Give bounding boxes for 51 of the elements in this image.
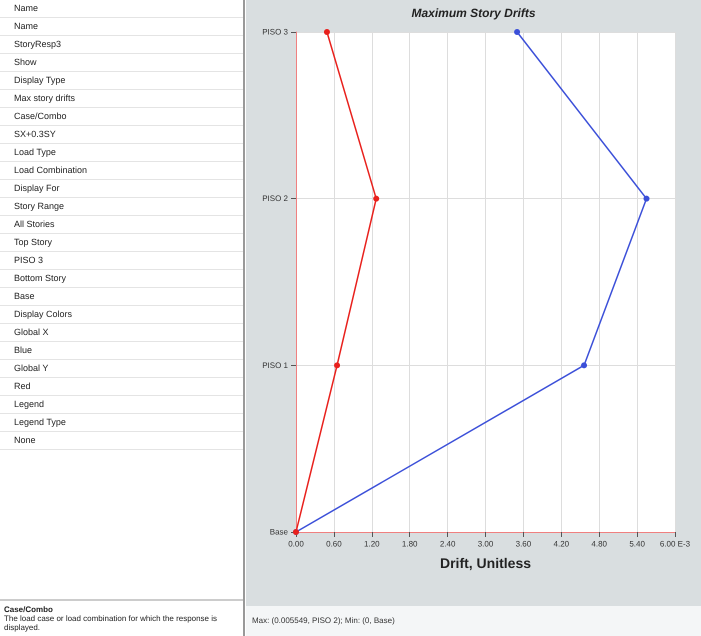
x-tick-label: 5.40: [629, 540, 646, 548]
x-axis-title: Drift, Unitless: [440, 555, 532, 571]
point: [324, 29, 330, 35]
text: Story Range: [0, 198, 243, 216]
point: [644, 196, 650, 202]
y-tick-label: PISO 1: [262, 360, 289, 370]
text: The load case or load combination for which the response is displayed.: [4, 614, 218, 632]
y-tick-label: Base: [270, 528, 289, 536]
text: Load Combination: [0, 162, 243, 180]
text: All Stories: [0, 216, 243, 234]
x-tick-label: 1.80: [402, 540, 418, 548]
x-tick-label: 1.20: [364, 540, 380, 548]
x-tick-label: 3.60: [516, 540, 532, 548]
x-tick-label: 4.20: [554, 540, 570, 548]
point: [373, 196, 380, 202]
text: Display Colors: [0, 306, 243, 324]
text: Display Type: [0, 72, 243, 90]
x-tick-label: 4.80: [591, 540, 608, 548]
text: Legend: [0, 396, 243, 414]
text: Max story drifts: [0, 90, 243, 108]
y-tick-label: PISO 3: [262, 28, 289, 36]
text: Case/Combo: [4, 605, 54, 614]
text: Top Story: [0, 234, 243, 252]
x-tick-label: 6.00 E-3: [660, 540, 691, 548]
text: Bottom Story: [0, 270, 243, 288]
text: Blue: [0, 342, 243, 360]
text: Name: [0, 18, 243, 36]
text: StoryResp3: [0, 36, 243, 54]
text: Display For: [0, 180, 243, 198]
text: None: [0, 432, 243, 450]
point: [581, 362, 588, 368]
text: SX+0.3SY: [0, 126, 243, 144]
text: Global Y: [0, 360, 243, 378]
text: Case/Combo: [0, 108, 243, 126]
x-tick-label: 2.40: [440, 540, 456, 548]
text: Load Type: [0, 144, 243, 162]
x-tick-label: 3.00: [478, 540, 494, 548]
x-tick-label: 0.60: [326, 540, 342, 548]
text: Show: [0, 54, 243, 72]
x-tick-label: 0.00: [288, 540, 304, 548]
point: [514, 29, 520, 35]
point: [334, 362, 340, 368]
text: Global X: [0, 324, 243, 342]
text: Base: [0, 288, 243, 306]
text: PISO 3: [0, 252, 243, 270]
text: Name: [0, 0, 243, 18]
y-tick-label: PISO 2: [262, 194, 289, 204]
text: Red: [0, 378, 243, 396]
chart-title: Maximum Story Drifts: [411, 6, 536, 20]
text: Max: (0.005549, PISO 2); Min: (0, Base): [246, 606, 701, 636]
text: Legend Type: [0, 414, 243, 432]
